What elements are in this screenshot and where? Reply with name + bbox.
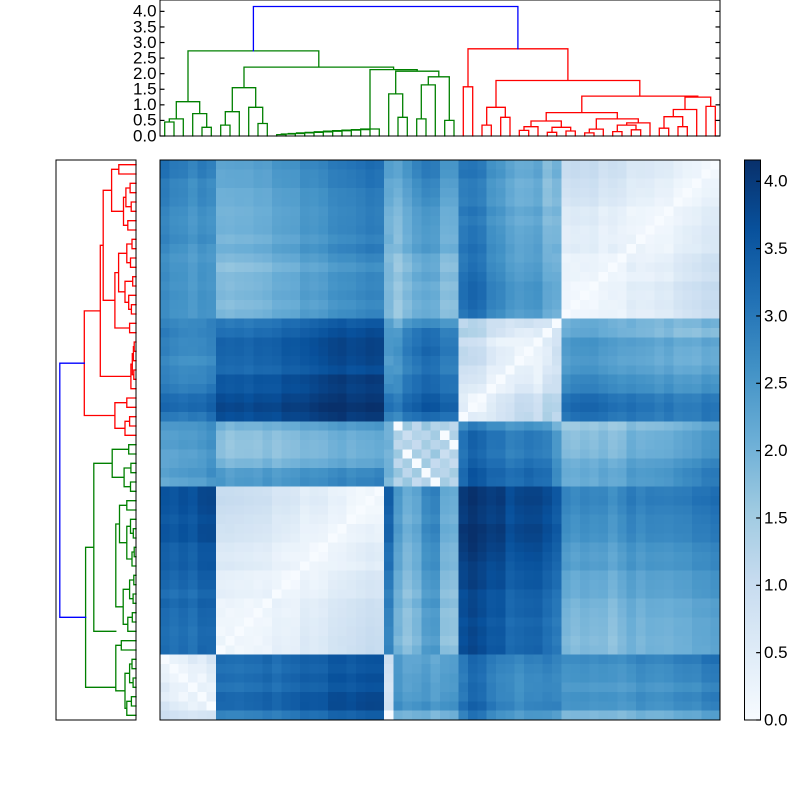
svg-text:2.5: 2.5 [133,48,157,67]
svg-text:2.5: 2.5 [764,374,788,393]
svg-text:3.5: 3.5 [133,17,157,36]
svg-text:3.0: 3.0 [764,306,788,325]
svg-text:1.0: 1.0 [133,95,157,114]
svg-text:3.0: 3.0 [133,33,157,52]
svg-text:4.0: 4.0 [764,172,788,191]
svg-text:4.0: 4.0 [133,2,157,21]
svg-text:2.0: 2.0 [764,441,788,460]
svg-text:2.0: 2.0 [133,64,157,83]
svg-text:1.0: 1.0 [764,576,788,595]
svg-text:0.0: 0.0 [133,126,157,145]
svg-text:1.5: 1.5 [133,80,157,99]
svg-text:0.5: 0.5 [133,111,157,130]
svg-text:3.5: 3.5 [764,239,788,258]
svg-text:0.5: 0.5 [764,643,788,662]
svg-text:0.0: 0.0 [764,710,788,729]
svg-text:1.5: 1.5 [764,508,788,527]
